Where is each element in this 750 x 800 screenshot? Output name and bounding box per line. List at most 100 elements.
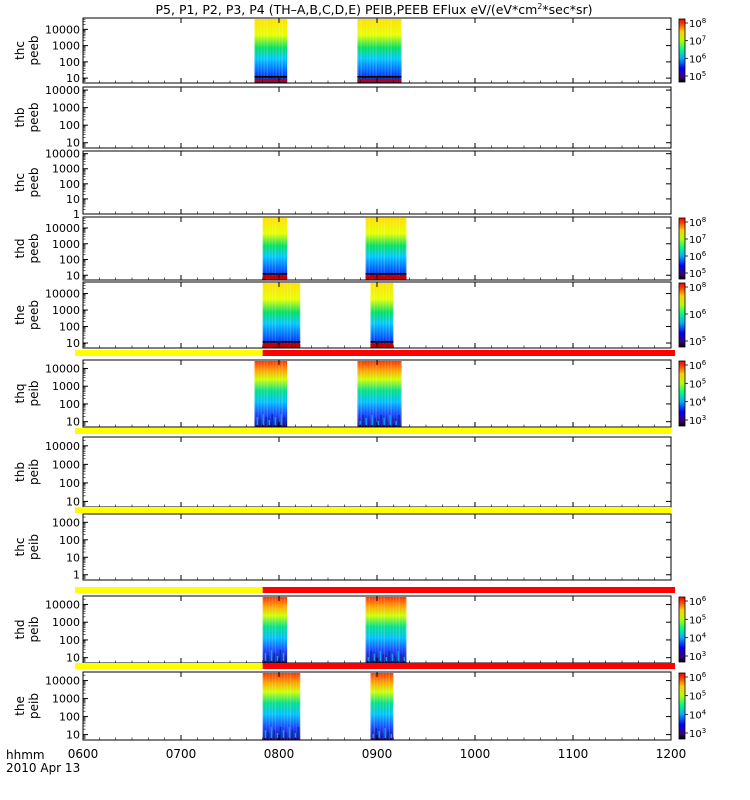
spectrogram-streak (385, 283, 387, 348)
spectrogram-bottom-band (262, 276, 288, 279)
spectrogram-streak (363, 19, 365, 83)
spectrogram-speckle (380, 415, 382, 425)
y-tick-label: 100 (59, 56, 80, 69)
spectrogram-speckle (291, 730, 294, 738)
spectrogram-streak (404, 218, 407, 280)
spectrogram-streak (271, 283, 274, 348)
spectrogram-streak (388, 673, 390, 740)
spectrogram-streak (265, 597, 268, 663)
spectrogram-streak (298, 673, 301, 740)
colorbar (678, 672, 686, 740)
spectrogram-streak (360, 19, 362, 83)
panel-ylabel: thcpeeb (13, 168, 41, 198)
spectrogram-streak (271, 673, 274, 740)
panel-ylabel: thdpeeb (13, 234, 41, 264)
spectrogram-streak (370, 673, 372, 740)
spectrogram-streak (368, 597, 371, 663)
y-tick-label: 1000 (52, 458, 80, 471)
y-tick-label: 1 (73, 208, 80, 221)
colorbar-label: 103 (689, 414, 706, 427)
spectrogram-speckle (383, 418, 385, 425)
spectrogram-streak (398, 597, 401, 663)
spectrogram-streak (396, 361, 398, 427)
panel-ylabel: thcpeib (13, 534, 41, 560)
spectrogram-streak (396, 19, 398, 83)
spectrogram-speckle (397, 651, 400, 661)
spectrogram-streak (380, 597, 383, 663)
panel-ylabel: thcpeeb (13, 36, 41, 66)
spectrogram-streak (393, 361, 395, 427)
spectrogram-fill (370, 283, 394, 348)
panel-frame (82, 436, 672, 508)
spectrogram-block (262, 283, 301, 348)
spectrogram-streak (374, 597, 377, 663)
spectrogram-streak (388, 283, 390, 348)
spectrogram-streak (271, 597, 274, 663)
y-tick-label: 10000 (45, 222, 80, 235)
y-tick-label: 10 (66, 416, 80, 429)
x-axis: 0600 0700 0800 0900 1000 1100 1200 (68, 747, 687, 761)
y-tick-label: 100 (59, 321, 80, 334)
spectrogram-speckle (374, 418, 376, 425)
spectrogram-streak (277, 283, 280, 348)
spectrogram-streak (280, 283, 283, 348)
spectrogram-speckle (273, 730, 276, 738)
spectrogram-streak (284, 19, 286, 83)
spectrogram-speckle (283, 417, 285, 425)
colorbar-label: 106 (689, 359, 707, 372)
spectrogram-speckle (373, 654, 376, 661)
spectrogram-fill (365, 218, 407, 280)
y-tick-label: 100 (59, 534, 80, 547)
spectrogram-streak (373, 283, 375, 348)
x-tick-label: 0600 (68, 747, 99, 761)
spectrogram-streak (389, 218, 392, 280)
y-tick-label: 10 (66, 137, 80, 150)
spectrogram-streak (357, 19, 359, 83)
spectrogram-speckle (282, 730, 285, 738)
spectrogram-streak (384, 19, 386, 83)
spectrogram-fill (357, 361, 402, 427)
spectrogram-speckle (377, 421, 379, 425)
spectrogram-speckle (400, 654, 403, 661)
spectrogram-speckle (262, 414, 264, 425)
spectrogram-speckle (294, 733, 297, 738)
spectrogram-speckle (387, 731, 389, 738)
spectrogram-speckle (276, 656, 279, 661)
spectrogram-streak (269, 19, 271, 83)
panel-thc-peeb: 10000 1000 100 10 1 thcpeeb (13, 148, 672, 221)
spectrogram-streak (283, 283, 286, 348)
spectrogram-block (365, 218, 407, 280)
spectrogram-speckle (375, 728, 377, 738)
spectrogram-streak (372, 361, 374, 427)
colorbar-label: 108 (689, 17, 706, 30)
spectrogram-streak (265, 673, 268, 740)
spectrogram-streak (272, 361, 274, 427)
colorbar-label: 106 (689, 671, 707, 684)
spectrogram-streak (292, 673, 295, 740)
y-tick-label: 1000 (52, 102, 80, 115)
spectrogram-streak (274, 597, 277, 663)
spectrogram-streak (260, 19, 262, 83)
spectrogram-speckle (403, 657, 406, 661)
spectrogram-floor-line (262, 273, 288, 275)
spectrogram-floor-line (370, 341, 394, 343)
spectrogram-streak (383, 218, 386, 280)
spectrogram-speckle (277, 420, 279, 425)
spectrogram-streak (399, 19, 401, 83)
spectrogram-streak (298, 283, 301, 348)
y-tick-label: 1000 (52, 380, 80, 393)
spectrogram-streak (278, 19, 280, 83)
colorbar-label: 105 (689, 267, 706, 280)
x-axis-date-label: 2010 Apr 13 (6, 761, 80, 775)
spectrogram-streak (268, 283, 271, 348)
spectrogram-streak (401, 597, 404, 663)
spectrogram-streak (373, 673, 375, 740)
spectrogram-fill (254, 19, 288, 83)
spectrogram-block (370, 283, 394, 348)
colorbar-label: 104 (689, 708, 707, 721)
colorbar (678, 217, 686, 280)
y-tick-label: 100 (59, 634, 80, 647)
y-tick-label: 10 (66, 269, 80, 282)
spectrogram-floor-line (262, 341, 301, 343)
spectrogram-streak (286, 218, 289, 280)
